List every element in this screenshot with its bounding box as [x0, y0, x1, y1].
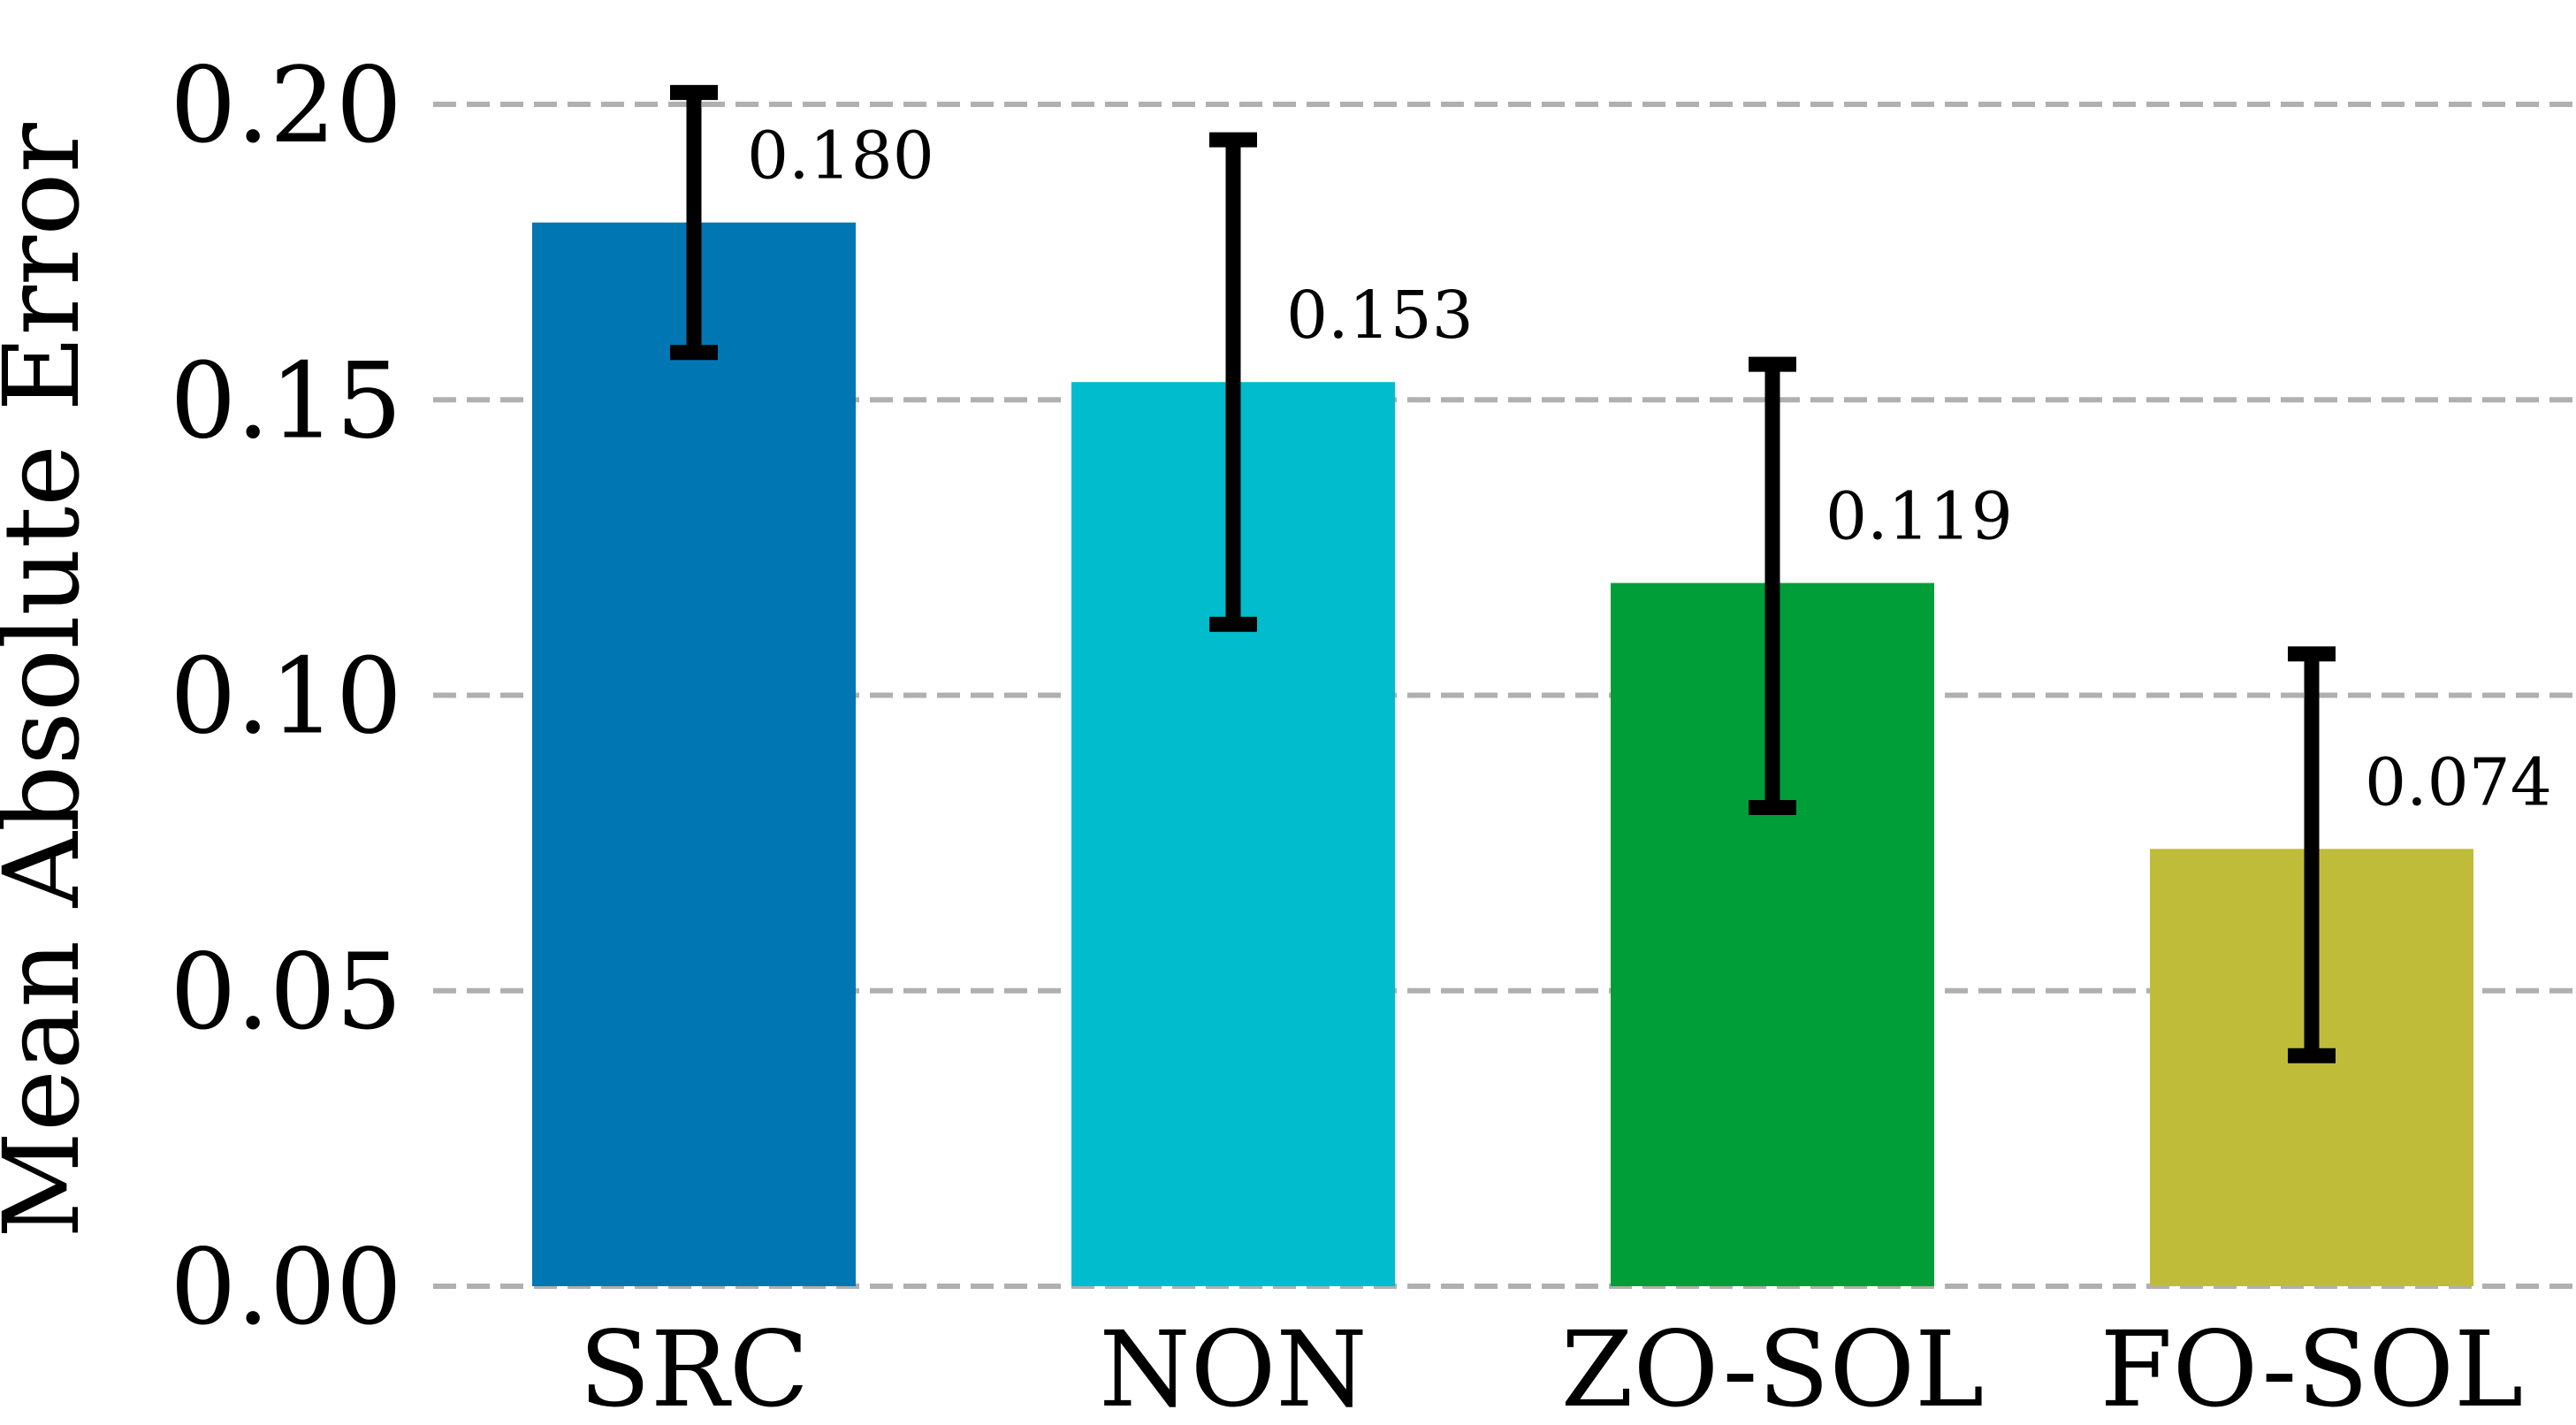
- error-bar: [670, 85, 718, 361]
- value-label: 0.074: [2365, 744, 2552, 820]
- x-tick-label: FO-SOL: [2100, 1308, 2524, 1425]
- y-tick-label: 0.10: [170, 636, 402, 758]
- bar-src: [532, 222, 856, 1287]
- y-axis-label: Mean Absolute Error: [0, 123, 103, 1238]
- error-bar: [2288, 646, 2336, 1063]
- bars: [532, 222, 2473, 1287]
- x-tick-label: NON: [1099, 1308, 1367, 1425]
- y-tick-label: 0.00: [170, 1226, 402, 1348]
- y-tick-labels: 0.00 0.05 0.10 0.15 0.20: [170, 44, 402, 1348]
- x-tick-label: ZO-SOL: [1561, 1308, 1985, 1425]
- error-bar: [1209, 132, 1257, 632]
- error-bars: [670, 85, 2336, 1063]
- value-label: 0.119: [1825, 478, 2013, 554]
- y-tick-label: 0.05: [170, 931, 402, 1053]
- y-tick-label: 0.15: [170, 339, 402, 461]
- y-tick-label: 0.20: [170, 44, 402, 166]
- x-tick-labels: SRC NON ZO-SOL FO-SOL: [579, 1308, 2523, 1425]
- value-labels: 0.180 0.153 0.119 0.074: [747, 118, 2552, 821]
- value-label: 0.180: [747, 118, 934, 194]
- x-tick-label: SRC: [579, 1308, 809, 1425]
- value-label: 0.153: [1286, 278, 1474, 354]
- error-bar: [1749, 356, 1796, 816]
